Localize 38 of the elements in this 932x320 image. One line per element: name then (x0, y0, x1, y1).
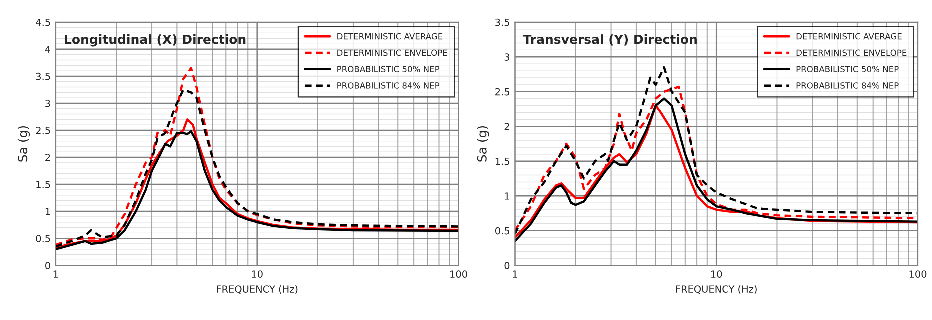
legend-label: DETERMINISTIC ENVELOPE (338, 50, 448, 56)
y-axis-title: Sa (g) (18, 126, 30, 162)
y-tick-label: 0 (504, 262, 510, 270)
y-tick-label: 3 (46, 100, 50, 108)
legend-label: PROBABILISTIC 50% NEP (338, 66, 440, 72)
x-tick-label: 10 (711, 270, 722, 278)
text: Transversal (Y) Direction (523, 34, 697, 46)
y-tick-label: 2.5 (496, 88, 510, 96)
x-axis-title: FREQUENCY (Hz) (217, 285, 298, 294)
legend-label: DETERMINISTIC AVERAGE (796, 33, 902, 40)
y-tick-label: 1 (505, 192, 510, 200)
y-tick-label: 0 (46, 262, 50, 270)
y-tick-label: 3 (504, 54, 510, 61)
legend-label: PROBABILISTIC 84% NEP (338, 82, 440, 89)
x-axis-title: FREQUENCY (Hz) (676, 285, 757, 294)
y-tick-label: 3.5 (36, 72, 50, 80)
y-tick-label: 1 (46, 208, 50, 216)
y-axis-title: Sa (g) (477, 126, 490, 162)
y-tick-label: 4 (45, 46, 51, 54)
legend-label: DETERMINISTIC ENVELOPE (796, 50, 907, 56)
x-tick-label: 10 (252, 270, 263, 278)
y-tick-label: 2 (504, 123, 510, 130)
y-tick-label: 0.5 (36, 235, 50, 242)
legend-label: PROBABILISTIC 50% NEP (796, 66, 899, 72)
legend-label: DETERMINISTIC AVERAGE (338, 33, 443, 40)
y-tick-label: 0.5 (495, 227, 510, 235)
y-tick-label: 2 (46, 154, 50, 162)
text: Longitudinal (X) Direction (65, 34, 246, 47)
y-tick-label: 2.5 (36, 126, 50, 134)
x-tick-label: 100 (450, 270, 468, 278)
legend-label: PROBABILISTIC 84% NEP (796, 82, 899, 89)
y-tick-label: 1.5 (496, 158, 510, 166)
x-tick-label: 100 (910, 270, 927, 278)
x-tick-label: 1 (54, 270, 58, 278)
y-tick-label: 1.5 (36, 181, 50, 188)
x-tick-label: 1 (513, 270, 518, 278)
y-tick-label: 4.5 (36, 19, 50, 26)
y-tick-label: 3.5 (496, 18, 510, 26)
